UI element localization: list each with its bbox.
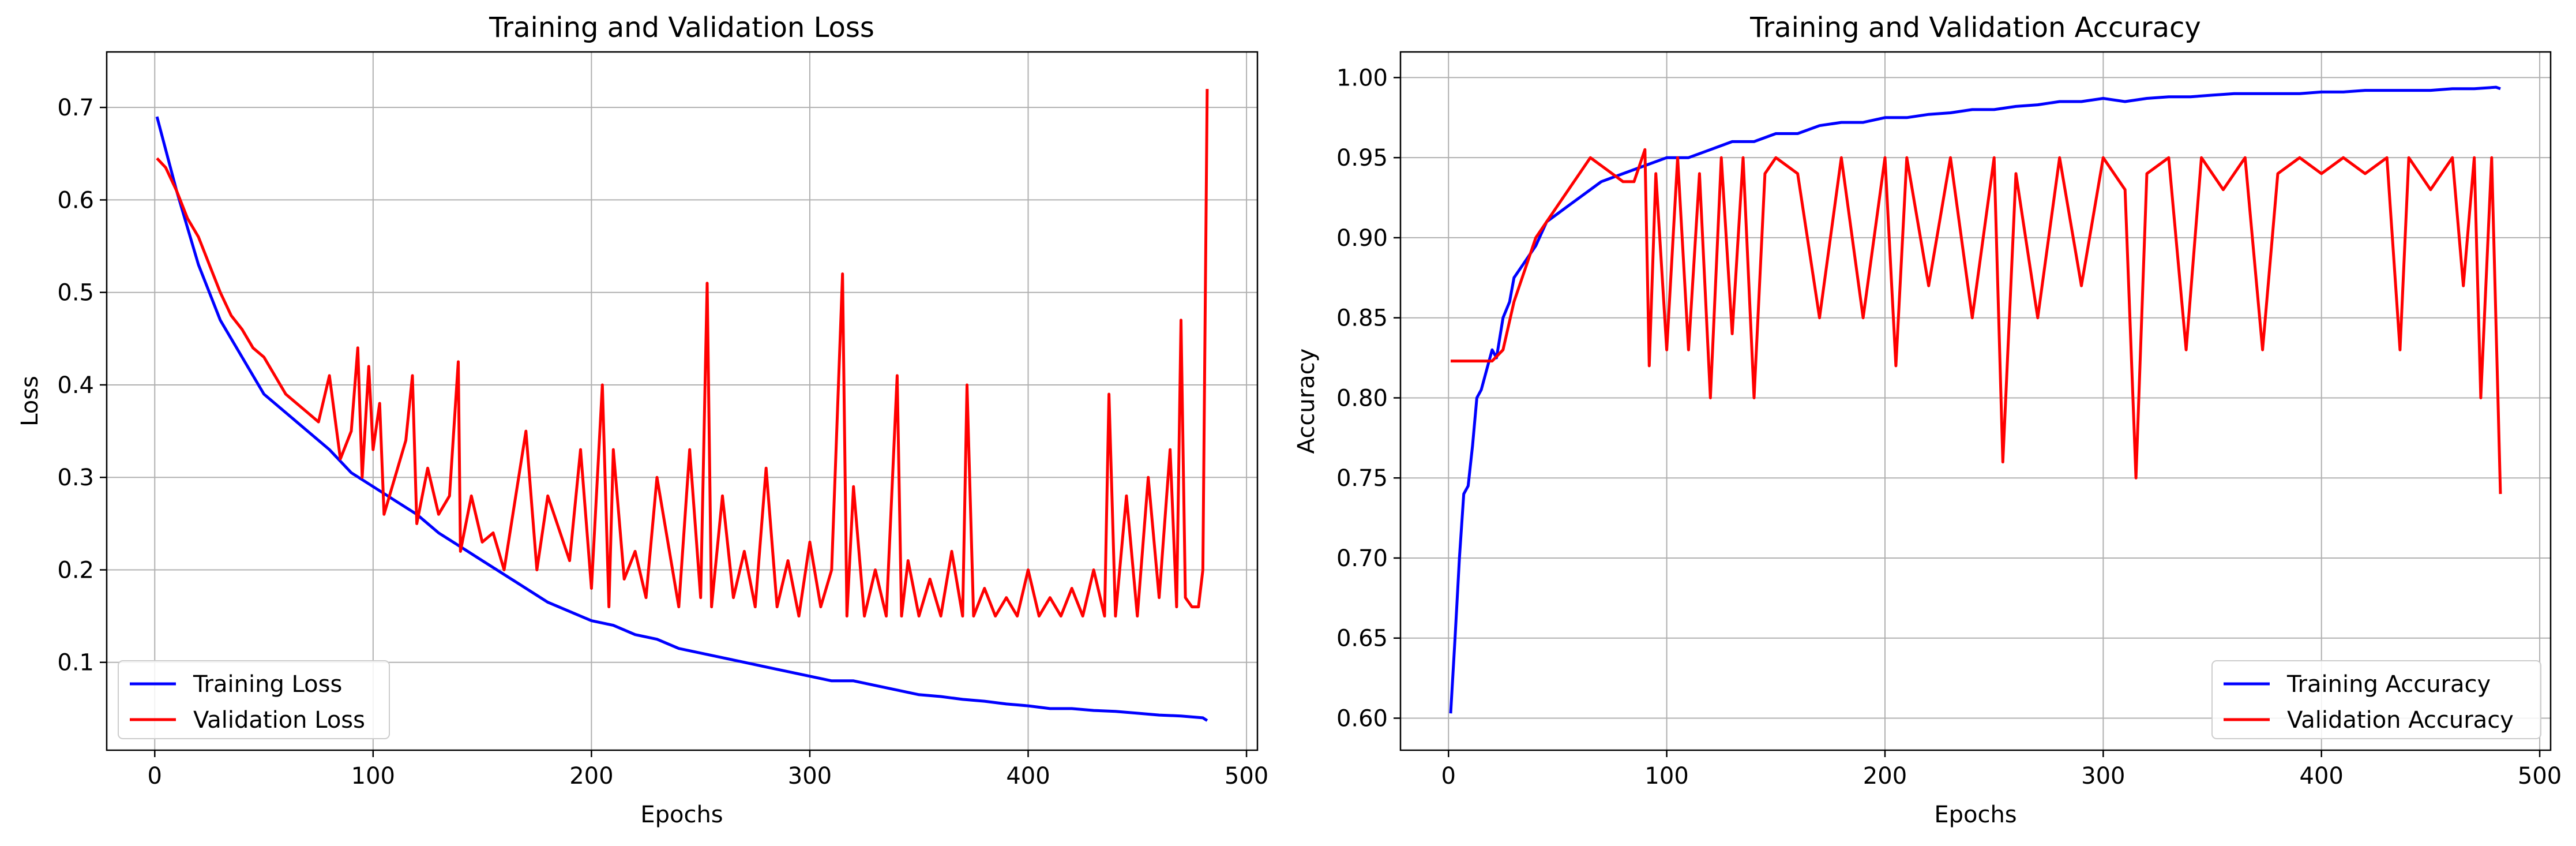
accuracy-legend-box xyxy=(2211,660,2541,739)
loss-y-axis-label: Loss xyxy=(17,376,43,426)
loss-ticks: 0 100 200 300 400 500 0.1 0.2 0.3 0.4 0.5 0.6 0.7 xyxy=(57,95,1268,789)
loss-x-tick-label: 500 xyxy=(1225,763,1268,789)
accuracy-y-tick-label: 0.60 xyxy=(1336,705,1388,732)
loss-legend-label: Training Loss xyxy=(193,671,342,698)
accuracy-y-tick-label: 1.00 xyxy=(1336,65,1388,91)
accuracy-chart: 0 100 200 300 400 500 0.60 0.65 0.70 0.75 0.80 0.85… xyxy=(1293,12,2562,828)
loss-grid xyxy=(107,52,1257,750)
loss-y-tick-label: 0.2 xyxy=(57,557,94,583)
accuracy-x-axis-label: Epochs xyxy=(1934,802,2017,828)
loss-series xyxy=(155,89,1209,722)
accuracy-ticks: 0 100 200 300 400 500 0.60 0.65 0.70 0.75 0.80 0.85… xyxy=(1336,65,2562,789)
accuracy-series xyxy=(1449,85,2502,714)
accuracy-legend: Training Accuracy Validation Accuracy xyxy=(2211,660,2541,739)
accuracy-chart-title: Training and Validation Accuracy xyxy=(1749,12,2201,44)
loss-series-training-loss-line xyxy=(155,116,1208,722)
loss-axes-frame xyxy=(106,51,1259,751)
accuracy-x-tick-label: 0 xyxy=(1441,763,1456,789)
accuracy-x-tick-label: 400 xyxy=(2300,763,2344,789)
loss-x-tick-label: 100 xyxy=(351,763,395,789)
accuracy-legend-label: Training Accuracy xyxy=(2286,671,2491,698)
accuracy-x-tick-label: 200 xyxy=(1863,763,1907,789)
accuracy-series-training-accuracy-line xyxy=(1449,85,2501,714)
loss-y-tick-label: 0.5 xyxy=(57,280,94,306)
accuracy-x-tick-label: 100 xyxy=(1644,763,1688,789)
loss-plot-area xyxy=(107,52,1257,750)
accuracy-y-tick-label: 0.90 xyxy=(1336,225,1388,252)
loss-y-tick-label: 0.1 xyxy=(57,650,94,676)
accuracy-axes-frame xyxy=(1399,51,2552,751)
loss-series-validation-loss-line xyxy=(156,89,1209,618)
accuracy-x-tick-label: 300 xyxy=(2081,763,2125,789)
loss-y-tick-label: 0.3 xyxy=(57,465,94,491)
accuracy-plot-area xyxy=(1400,52,2551,750)
loss-chart: 0 100 200 300 400 500 0.1 0.2 0.3 0.4 0.5 0.6 0.7 Tr… xyxy=(17,12,1268,828)
accuracy-y-tick-label: 0.95 xyxy=(1336,145,1388,171)
loss-legend: Training Loss Validation Loss xyxy=(118,660,390,739)
accuracy-y-axis-label: Accuracy xyxy=(1293,349,1320,454)
loss-x-tick-label: 300 xyxy=(788,763,832,789)
accuracy-y-tick-label: 0.80 xyxy=(1336,385,1388,411)
loss-y-tick-label: 0.7 xyxy=(57,95,94,121)
loss-x-tick-label: 200 xyxy=(569,763,613,789)
accuracy-y-tick-label: 0.70 xyxy=(1336,545,1388,572)
loss-x-tick-label: 0 xyxy=(148,763,162,789)
accuracy-y-tick-label: 0.85 xyxy=(1336,305,1388,332)
loss-y-tick-label: 0.6 xyxy=(57,187,94,214)
loss-x-tick-label: 400 xyxy=(1006,763,1050,789)
accuracy-y-tick-label: 0.65 xyxy=(1336,626,1388,652)
accuracy-series-validation-accuracy-line xyxy=(1451,148,2502,495)
loss-legend-label: Validation Loss xyxy=(193,707,365,733)
accuracy-y-tick-label: 0.75 xyxy=(1336,465,1388,492)
loss-chart-title: Training and Validation Loss xyxy=(489,12,874,44)
accuracy-grid xyxy=(1400,52,2551,750)
accuracy-legend-label: Validation Accuracy xyxy=(2287,707,2514,733)
loss-x-axis-label: Epochs xyxy=(640,802,723,828)
loss-y-tick-label: 0.4 xyxy=(57,372,94,399)
loss-legend-box xyxy=(118,660,390,739)
accuracy-x-tick-label: 500 xyxy=(2518,763,2562,789)
